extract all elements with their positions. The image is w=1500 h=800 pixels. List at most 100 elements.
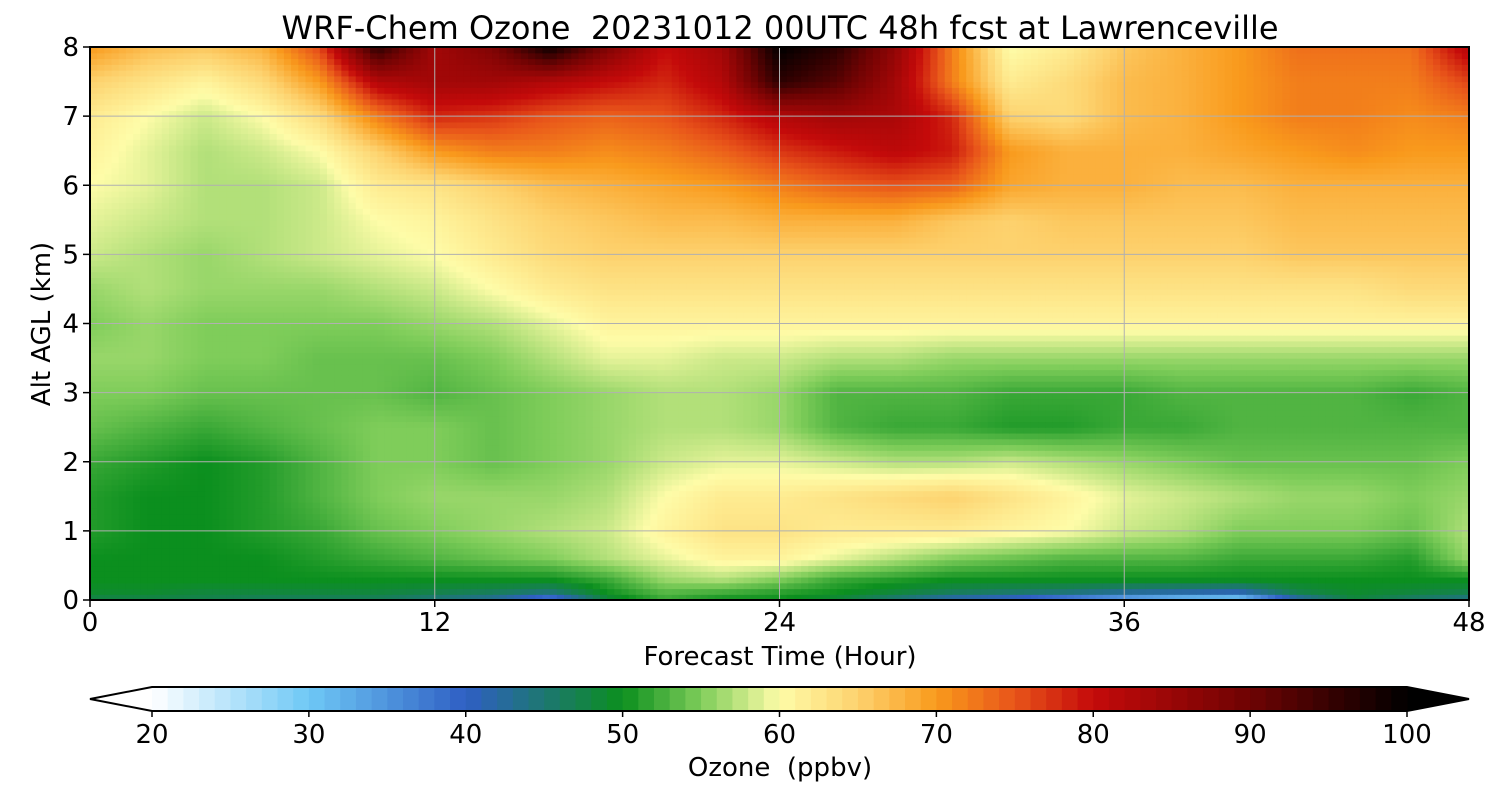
heatmap-cell — [887, 519, 895, 525]
heatmap-cell — [126, 565, 134, 571]
heatmap-cell — [700, 565, 708, 571]
heatmap-cell — [147, 531, 155, 537]
heatmap-cell — [851, 577, 859, 583]
heatmap-cell — [226, 473, 234, 479]
heatmap-cell — [384, 577, 392, 583]
heatmap-cell — [320, 508, 328, 514]
heatmap-cell — [284, 508, 292, 514]
heatmap-cell — [112, 548, 120, 554]
heatmap-cell — [521, 514, 529, 520]
heatmap-cell — [1110, 577, 1118, 583]
heatmap-cell — [1131, 479, 1139, 485]
heatmap-cell — [528, 473, 536, 479]
heatmap-cell — [119, 462, 127, 468]
heatmap-cell — [995, 485, 1003, 491]
heatmap-cell — [262, 583, 270, 589]
heatmap-cell — [1210, 502, 1218, 508]
heatmap-cell — [729, 583, 737, 589]
heatmap-cell — [995, 531, 1003, 537]
heatmap-cell — [866, 554, 874, 560]
heatmap-cell — [413, 560, 421, 566]
heatmap-cell — [1419, 485, 1427, 491]
heatmap-cell — [1440, 514, 1448, 520]
heatmap-cell — [1081, 473, 1089, 479]
heatmap-cell — [981, 496, 989, 502]
heatmap-cell — [499, 491, 507, 497]
heatmap-cell — [205, 473, 213, 479]
heatmap-cell — [298, 491, 306, 497]
heatmap-cell — [1282, 491, 1290, 497]
heatmap-cell — [471, 450, 479, 456]
heatmap-cell — [643, 537, 651, 543]
heatmap-cell — [284, 531, 292, 537]
heatmap-cell — [97, 588, 105, 594]
heatmap-cell — [1110, 485, 1118, 491]
heatmap-cell — [902, 571, 910, 577]
heatmap-cell — [104, 583, 112, 589]
heatmap-cell — [1045, 554, 1053, 560]
heatmap-cell — [887, 468, 895, 474]
heatmap-cell — [636, 508, 644, 514]
heatmap-cell — [1218, 491, 1226, 497]
heatmap-cell — [1218, 577, 1226, 583]
heatmap-cell — [521, 560, 529, 566]
heatmap-cell — [356, 462, 364, 468]
heatmap-cell — [938, 588, 946, 594]
heatmap-cell — [162, 531, 170, 537]
heatmap-cell — [313, 450, 321, 456]
heatmap-cell — [650, 542, 658, 548]
heatmap-cell — [765, 548, 773, 554]
heatmap-cell — [485, 560, 493, 566]
heatmap-cell — [801, 548, 809, 554]
heatmap-cell — [859, 542, 867, 548]
heatmap-cell — [1139, 531, 1147, 537]
heatmap-cell — [104, 560, 112, 566]
heatmap-cell — [607, 583, 615, 589]
heatmap-cell — [1354, 542, 1362, 548]
heatmap-cell — [270, 571, 278, 577]
heatmap-cell — [1160, 583, 1168, 589]
heatmap-cell — [1139, 485, 1147, 491]
heatmap-cell — [1038, 491, 1046, 497]
heatmap-cell — [1146, 502, 1154, 508]
heatmap-cell — [1282, 502, 1290, 508]
heatmap-cell — [995, 508, 1003, 514]
heatmap-cell — [744, 462, 752, 468]
heatmap-cell — [1447, 531, 1455, 537]
heatmap-cell — [198, 537, 206, 543]
heatmap-cell — [1340, 485, 1348, 491]
heatmap-cell — [1275, 468, 1283, 474]
heatmap-cell — [492, 508, 500, 514]
heatmap-cell — [1124, 496, 1132, 502]
heatmap-cell — [600, 473, 608, 479]
heatmap-cell — [1289, 542, 1297, 548]
heatmap-cell — [1189, 542, 1197, 548]
heatmap-cell — [1261, 577, 1269, 583]
heatmap-cell — [535, 468, 543, 474]
heatmap-cell — [1383, 473, 1391, 479]
heatmap-cell — [413, 571, 421, 577]
heatmap-cell — [499, 462, 507, 468]
heatmap-cell — [830, 565, 838, 571]
heatmap-cell — [1275, 491, 1283, 497]
heatmap-cell — [830, 560, 838, 566]
heatmap-cell — [923, 491, 931, 497]
heatmap-cell — [1074, 583, 1082, 589]
heatmap-cell — [629, 588, 637, 594]
heatmap-cell — [1153, 542, 1161, 548]
heatmap-cell — [320, 485, 328, 491]
heatmap-cell — [621, 531, 629, 537]
heatmap-cell — [593, 485, 601, 491]
heatmap-cell — [902, 577, 910, 583]
heatmap-cell — [1325, 519, 1333, 525]
heatmap-cell — [413, 519, 421, 525]
heatmap-cell — [1275, 548, 1283, 554]
heatmap-cell — [492, 491, 500, 497]
heatmap-cell — [1060, 588, 1068, 594]
heatmap-cell — [1060, 531, 1068, 537]
heatmap-cell — [629, 577, 637, 583]
heatmap-cell — [313, 571, 321, 577]
heatmap-cell — [1246, 577, 1254, 583]
heatmap-cell — [1160, 565, 1168, 571]
heatmap-cell — [435, 542, 443, 548]
